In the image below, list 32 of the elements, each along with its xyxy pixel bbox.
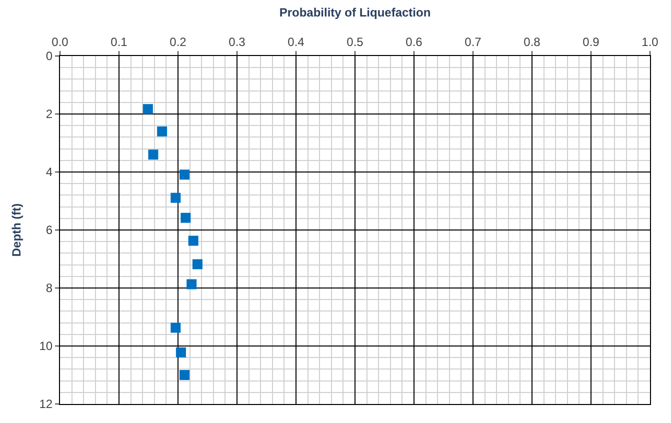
- x-tick-label: 0.1: [110, 35, 128, 50]
- point: [180, 212, 191, 223]
- y-tick-label: 2: [46, 107, 53, 122]
- y-tick-label: 12: [39, 397, 53, 412]
- y-axis-title: Depth (ft): [10, 203, 24, 257]
- point: [170, 192, 181, 203]
- point: [179, 370, 190, 380]
- x-tick-label: 0.8: [524, 35, 541, 50]
- x-axis-title: Probability of Liquefaction: [279, 6, 431, 20]
- point: [186, 279, 197, 290]
- x-tick-label: 0.3: [228, 35, 246, 50]
- point: [176, 347, 186, 358]
- y-tick-label: 6: [46, 223, 53, 238]
- x-tick-label: 0.9: [582, 35, 600, 50]
- x-tick-label: 0.6: [406, 35, 423, 50]
- y-tick-label: 0: [46, 49, 53, 64]
- x-tick-label: 0.4: [288, 35, 305, 50]
- point: [170, 322, 181, 333]
- x-tick-label: 0.7: [464, 35, 482, 50]
- y-tick-label: 10: [39, 339, 53, 354]
- y-tick-label: 8: [46, 281, 53, 296]
- point: [179, 170, 190, 180]
- x-tick-label: 0.5: [346, 35, 364, 50]
- point: [142, 104, 153, 114]
- point: [188, 236, 198, 246]
- x-tick-label: 0.2: [170, 35, 187, 50]
- point: [148, 150, 158, 160]
- point: [157, 126, 168, 136]
- y-tick-label: 4: [46, 165, 53, 180]
- point: [192, 259, 202, 270]
- x-tick-label: 0.0: [52, 35, 69, 50]
- x-tick-label: 1.0: [642, 35, 659, 50]
